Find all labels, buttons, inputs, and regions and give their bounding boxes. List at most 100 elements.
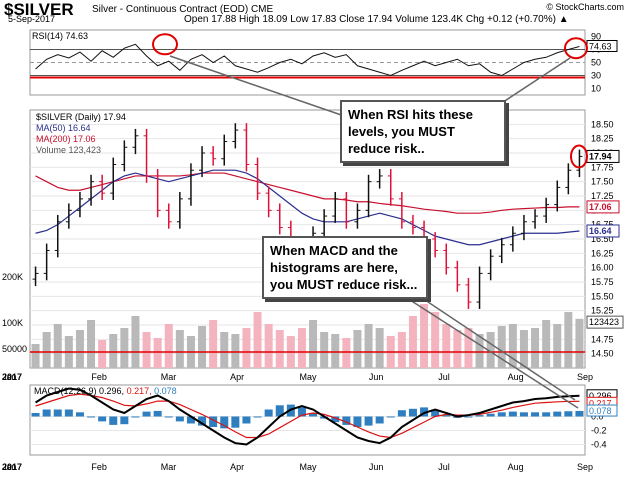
macd-histogram-bar	[397, 410, 406, 417]
macd-histogram-bar	[87, 416, 96, 418]
macd-tick-label: -0.4	[591, 440, 607, 450]
macd-histogram-bar	[98, 416, 107, 422]
volume-bar	[98, 340, 107, 368]
macd-histogram-bar	[53, 409, 62, 417]
volume-bar	[497, 326, 506, 368]
macd-histogram-bar	[375, 416, 384, 424]
price-legend-ma50: MA(50) 16.64	[36, 123, 91, 133]
volume-bar	[364, 324, 373, 368]
macd-histogram-bar	[542, 412, 551, 417]
volume-bar	[131, 316, 140, 368]
price-legend-volume: Volume 123,423	[36, 145, 101, 155]
volume-last-box	[586, 315, 624, 329]
price-legend-symbol: $SILVER (Daily) 17.94	[36, 112, 126, 122]
macd-histogram-bar	[297, 407, 306, 417]
macd-histogram-bar	[464, 416, 473, 418]
price-tick-label: 16.25	[591, 248, 614, 258]
volume-bar	[542, 320, 551, 368]
volume-bar	[142, 332, 151, 368]
macd-histogram-bar	[75, 412, 84, 417]
macd-x-axis-year-label: 2017	[2, 462, 22, 472]
macd-callout: When MACD and the histograms are here, y…	[262, 236, 428, 299]
volume-bar	[42, 332, 51, 368]
volume-bar	[475, 334, 484, 368]
macd-histogram-bar	[420, 407, 429, 417]
macd-histogram-bar	[353, 416, 362, 427]
volume-bar	[353, 330, 362, 368]
volume-bar	[209, 320, 218, 368]
macd-histogram-bar	[331, 416, 340, 423]
macd-histogram-bar	[142, 411, 151, 417]
macd-x-axis-month-label: May	[300, 462, 318, 472]
ma200-last-tag-box	[586, 200, 620, 214]
macd-histogram-bar	[486, 413, 495, 417]
quote-line: Open 17.88 High 18.09 Low 17.83 Close 17…	[184, 14, 569, 25]
macd-histogram-bar	[209, 416, 218, 427]
volume-bar	[175, 330, 184, 368]
macd-histogram-bar	[164, 416, 173, 418]
volume-bar	[320, 332, 329, 368]
price-tick-label: 15.25	[591, 306, 614, 316]
volume-bar	[31, 344, 40, 368]
price-tick-label: 17.75	[591, 162, 614, 172]
price-tick-label: 16.00	[591, 263, 614, 273]
rsi-line	[35, 43, 580, 77]
price-tick-label: 16.50	[591, 234, 614, 244]
macd-histogram-bar	[553, 411, 562, 417]
macd-histogram-bar	[186, 416, 195, 424]
rsi-callout: When RSI hits these levels, you MUST red…	[340, 100, 506, 163]
ma200-last-tag: 17.06	[589, 202, 612, 212]
macd-histogram-bar	[309, 413, 318, 417]
macd-histogram-bar	[497, 412, 506, 417]
price-peak-circle	[570, 144, 588, 169]
volume-bar	[109, 334, 118, 368]
rsi-tick-label: 30	[591, 71, 601, 81]
chart-header: $SILVER Silver - Continuous Contract (EO…	[4, 0, 630, 25]
volume-bar	[486, 332, 495, 368]
macd-tick-label: -0.2	[591, 426, 607, 436]
macd-histogram-bar	[198, 416, 207, 426]
price-tick-label: 17.50	[591, 177, 614, 187]
macd-x-axis-month-label: Jul	[438, 462, 450, 472]
price-tick-label: 17.25	[591, 191, 614, 201]
volume-bar	[275, 330, 284, 368]
volume-bar	[531, 328, 540, 368]
macd-legend-hist: 0.078	[154, 386, 177, 396]
ma50-line	[35, 169, 580, 246]
volume-bar	[75, 330, 84, 368]
price-last-tag: 17.94	[589, 151, 612, 161]
macd-x-axis-month-label: Feb	[91, 462, 107, 472]
macd-callout-pointer	[409, 289, 576, 401]
macd-histogram-bar	[442, 415, 451, 417]
volume-bar	[309, 320, 318, 368]
macd-histogram-bar	[220, 416, 229, 429]
volume-bar	[242, 328, 251, 368]
x-axis-month-label: Aug	[508, 372, 524, 382]
x-axis-month-label: Jul	[438, 372, 450, 382]
macd-histogram-bar	[475, 415, 484, 417]
volume-bar	[420, 304, 429, 368]
macd-histogram-bar	[386, 416, 395, 418]
volume-bar	[231, 334, 240, 368]
rsi-callout-pointer-left	[169, 55, 351, 119]
price-tick-label: 18.50	[591, 119, 614, 129]
volume-bar	[342, 338, 351, 368]
macd-histogram-bar	[42, 409, 51, 417]
macd-histogram-bar	[120, 416, 129, 425]
rsi-peak-circle-right	[564, 37, 588, 60]
volume-bar	[408, 316, 417, 368]
x-axis-month-label: May	[300, 372, 318, 382]
volume-bar	[375, 328, 384, 368]
volume-bar	[164, 324, 173, 368]
macd-histogram-bar	[242, 416, 251, 424]
price-tick-label: 14.50	[591, 349, 614, 359]
volume-bar	[431, 312, 440, 368]
volume-bar	[397, 332, 406, 368]
x-axis-month-label: Jun	[369, 372, 384, 382]
volume-tick-label: 200K	[2, 272, 23, 282]
macd-line	[35, 387, 580, 446]
macd-x-axis-month-label: Jan	[2, 462, 17, 472]
rsi-last-value: 74.63	[589, 41, 612, 51]
volume-bar	[220, 332, 229, 368]
symbol-title: $SILVER	[4, 0, 74, 19]
